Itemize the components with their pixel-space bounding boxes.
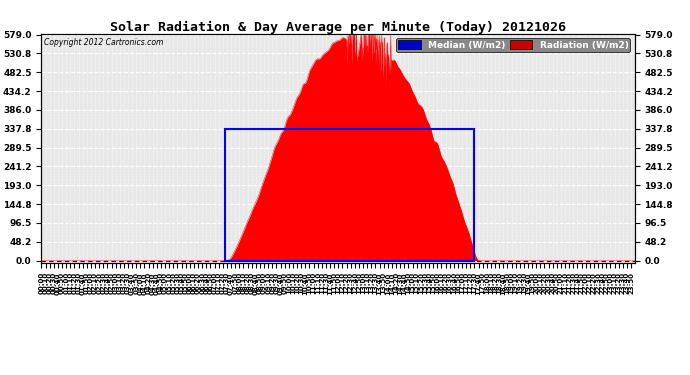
Bar <box>225 129 475 261</box>
Legend: Median (W/m2), Radiation (W/m2): Median (W/m2), Radiation (W/m2) <box>396 38 630 51</box>
Text: Copyright 2012 Cartronics.com: Copyright 2012 Cartronics.com <box>44 38 164 47</box>
Title: Solar Radiation & Day Average per Minute (Today) 20121026: Solar Radiation & Day Average per Minute… <box>110 21 566 34</box>
